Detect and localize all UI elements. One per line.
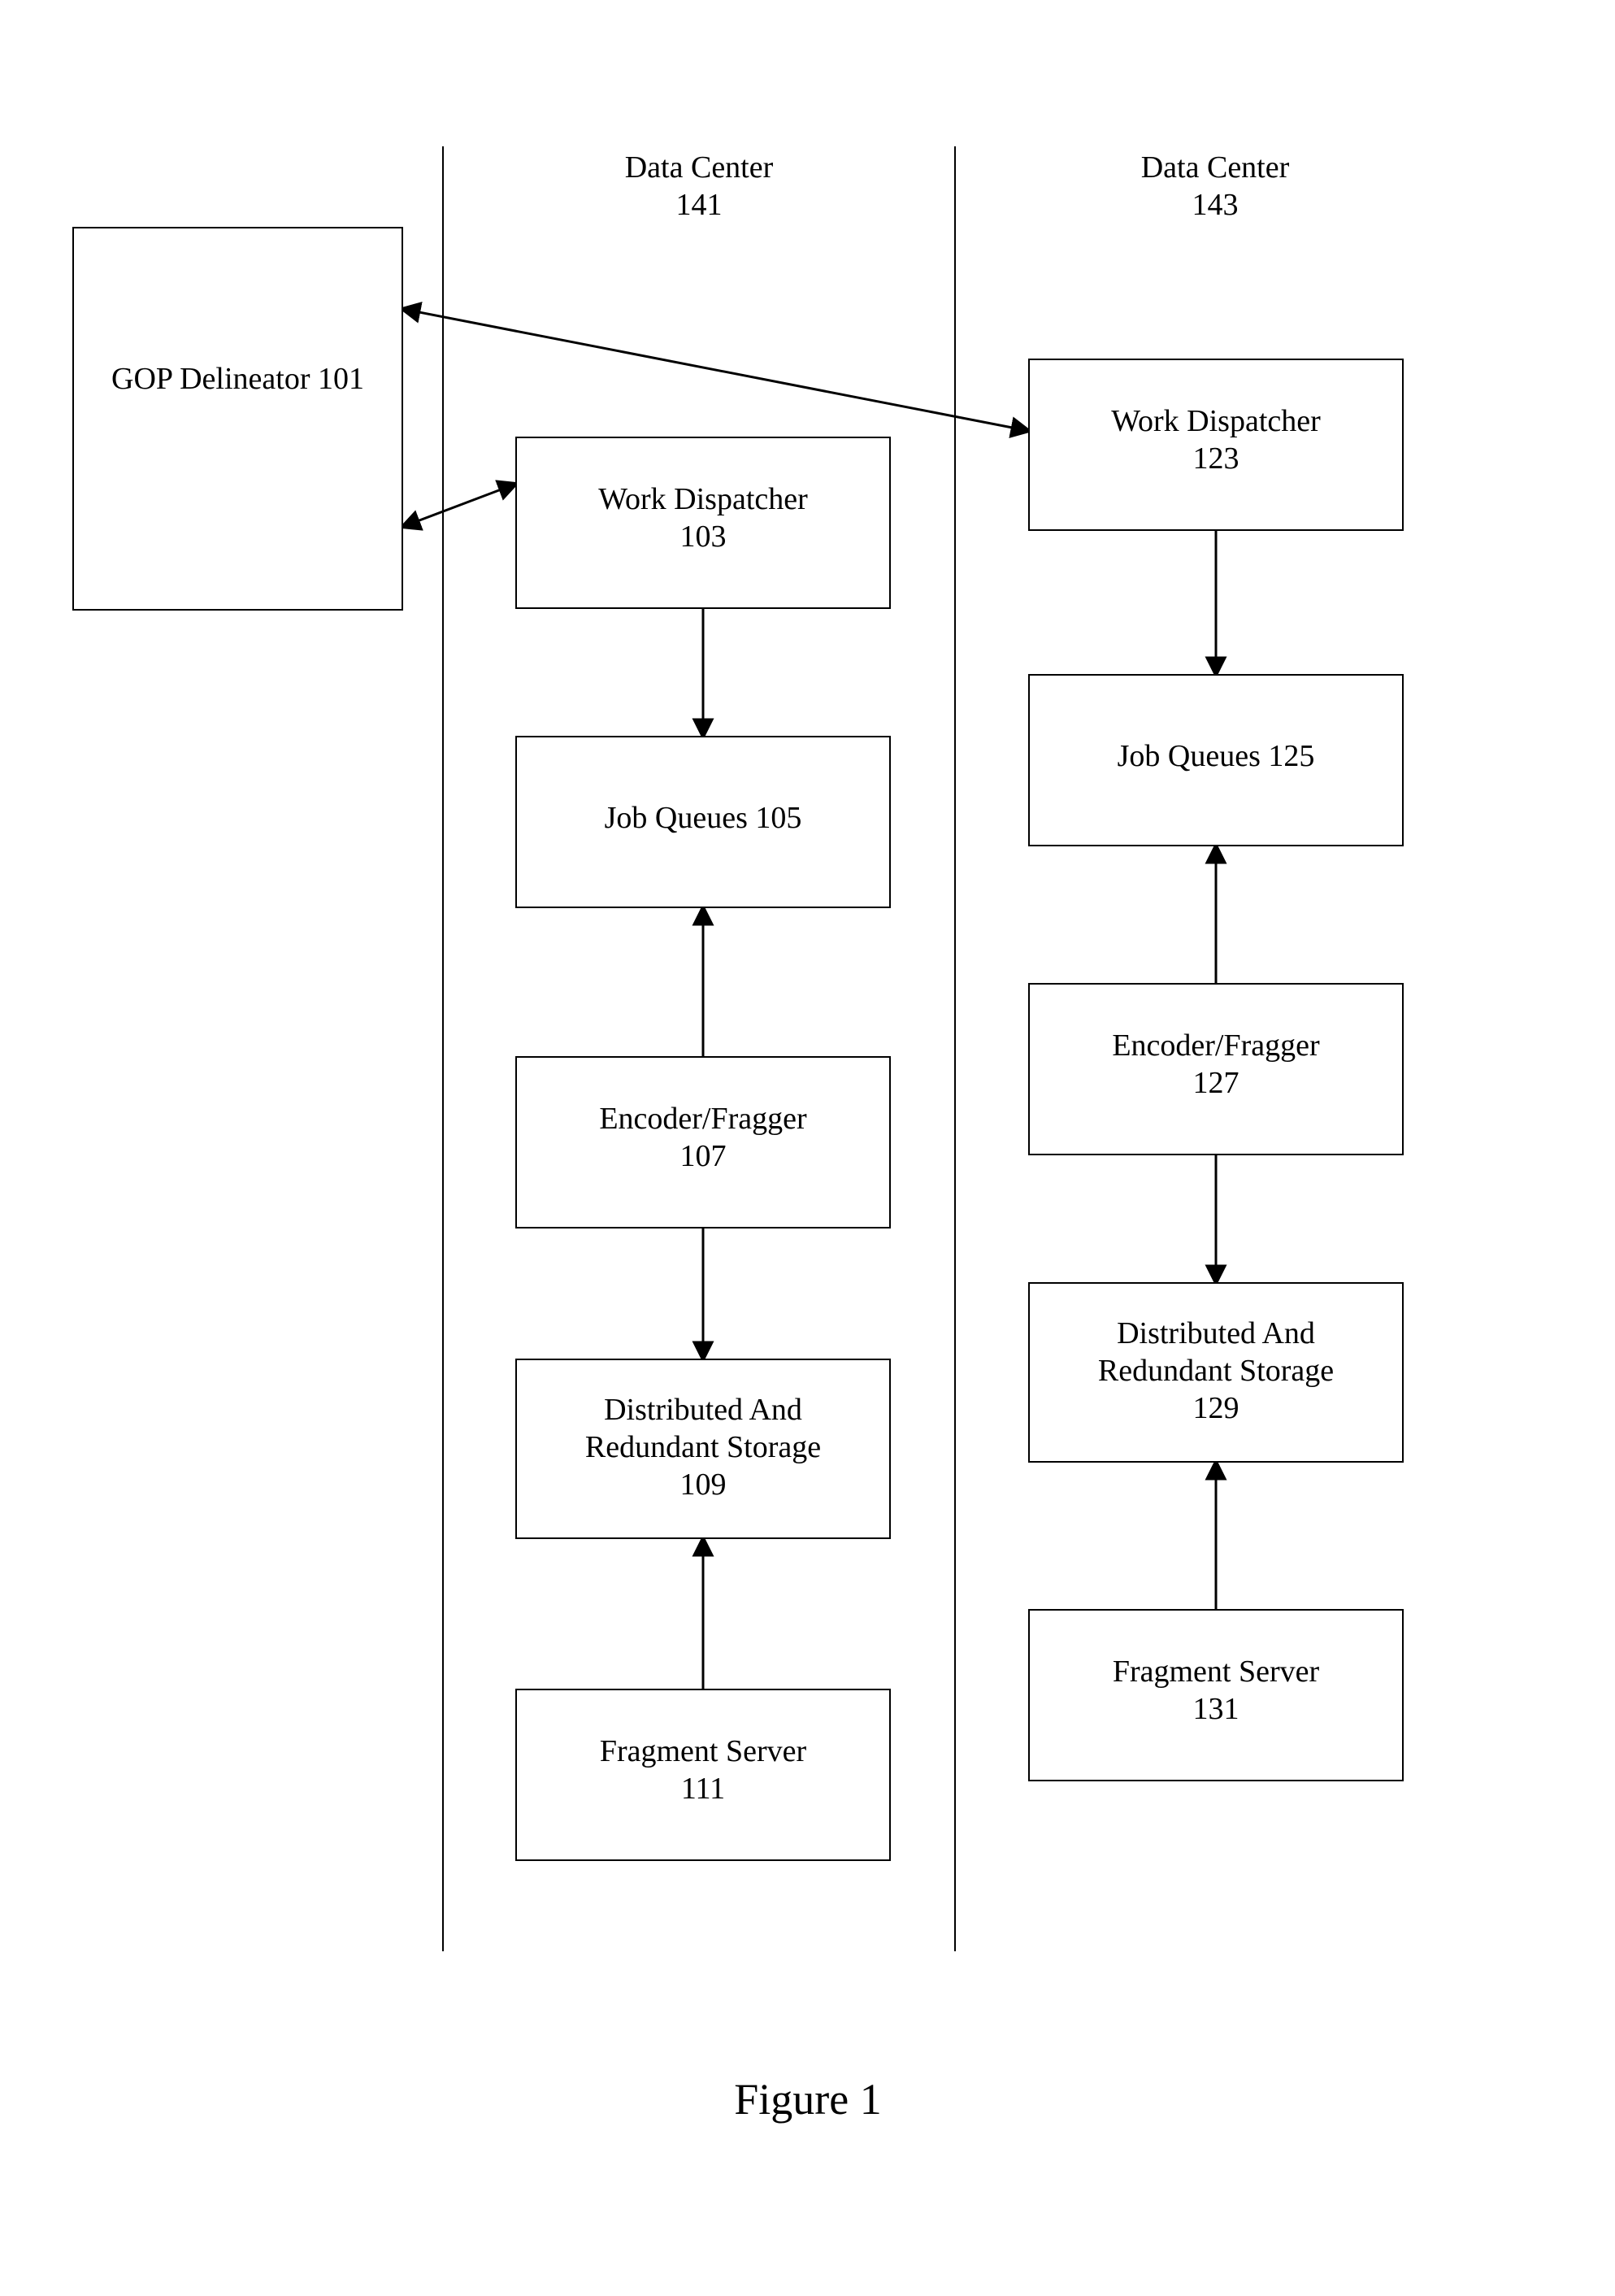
node-fs1-label-0: Fragment Server <box>600 1734 807 1768</box>
header-dc-141: Data Center141 <box>625 150 774 222</box>
node-fs1: Fragment Server 111 <box>516 1689 890 1860</box>
edge-gop-to-wd1 <box>402 484 516 527</box>
node-fs2-label-0: Fragment Server <box>1113 1655 1320 1689</box>
edge-gop-to-wd2 <box>402 309 1029 431</box>
node-ef2-label-0: Encoder/Fragger <box>1112 1028 1320 1063</box>
node-jq1-label-0: Job Queues 105 <box>605 801 802 835</box>
node-wd1: Work Dispatcher 103 <box>516 437 890 608</box>
diagram-canvas: GOP Delineator 101 Work Dispatcher 103 Job … <box>0 0 1615 2296</box>
node-ds2-label-2: 129 <box>1193 1391 1239 1425</box>
node-jq2: Job Queues 125 <box>1029 675 1403 846</box>
figure-caption: Figure 1 <box>734 2075 882 2124</box>
node-ds1: Distributed AndRedundant Storage 109 <box>516 1359 890 1538</box>
node-ef1-label-1: 107 <box>680 1139 727 1173</box>
node-gop-box <box>73 228 402 610</box>
node-ds1-label-2: 109 <box>680 1468 727 1502</box>
node-ds2-label-0: Distributed And <box>1117 1316 1315 1350</box>
node-wd2-label-1: 123 <box>1193 441 1239 476</box>
node-ef1: Encoder/Fragger107 <box>516 1057 890 1228</box>
node-ds1-label-1: Redundant Storage <box>585 1430 821 1464</box>
node-fs1-label-1: 111 <box>681 1772 725 1806</box>
node-ds1-label-0: Distributed And <box>604 1393 802 1427</box>
node-ef2-label-1: 127 <box>1193 1066 1239 1100</box>
header-dc-141-line-1: 141 <box>676 188 723 222</box>
node-ds2: Distributed And Redundant Storage129 <box>1029 1283 1403 1462</box>
header-dc-141-line-0: Data Center <box>625 150 774 185</box>
node-fs2-label-1: 131 <box>1193 1692 1239 1726</box>
node-ef2: Encoder/Fragger127 <box>1029 984 1403 1155</box>
node-gop: GOP Delineator 101 <box>73 228 402 610</box>
header-dc-143-line-1: 143 <box>1192 188 1239 222</box>
node-jq2-label-0: Job Queues 125 <box>1118 739 1315 773</box>
node-gop-label-0: GOP Delineator 101 <box>111 362 364 396</box>
node-wd1-label-1: 103 <box>680 520 727 554</box>
header-dc-143-line-0: Data Center <box>1141 150 1290 185</box>
node-wd2: Work Dispatcher123 <box>1029 359 1403 530</box>
node-fs2: Fragment Server131 <box>1029 1610 1403 1781</box>
node-jq1: Job Queues 105 <box>516 737 890 907</box>
node-wd1-label-0: Work Dispatcher <box>598 482 808 516</box>
header-dc-143: Data Center143 <box>1141 150 1290 222</box>
node-ef1-label-0: Encoder/Fragger <box>599 1102 807 1136</box>
node-ds2-label-1: Redundant Storage <box>1098 1354 1334 1388</box>
node-wd2-label-0: Work Dispatcher <box>1111 404 1321 438</box>
